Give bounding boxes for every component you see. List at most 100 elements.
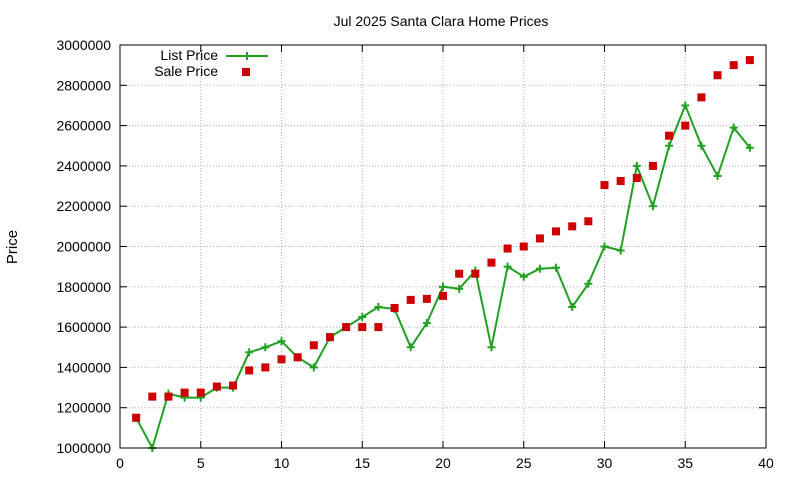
- sale-price-point: [471, 269, 480, 278]
- list-price-point: [584, 279, 593, 288]
- list-price-point: [697, 141, 706, 150]
- sale-price-point: [132, 413, 141, 422]
- sale-price-point: [729, 61, 738, 70]
- x-tick-label: 25: [516, 455, 532, 471]
- list-price-point: [374, 302, 383, 311]
- y-axis-label: Price: [4, 230, 21, 264]
- sale-price-point: [584, 217, 593, 226]
- y-tick-label: 1600000: [56, 319, 111, 335]
- sale-price-point: [293, 353, 302, 362]
- sale-price-point: [681, 121, 690, 130]
- sale-price-point: [422, 294, 431, 303]
- list-price-point: [439, 282, 447, 291]
- sale-price-point: [665, 131, 674, 140]
- list-price-point: [422, 319, 431, 328]
- y-tick-label: 2800000: [56, 77, 111, 93]
- x-tick-label: 10: [274, 455, 290, 471]
- x-tick-label: 5: [197, 455, 205, 471]
- sale-price-point: [616, 177, 625, 186]
- sale-price-point: [390, 303, 399, 312]
- x-tick-label: 40: [758, 455, 774, 471]
- sale-price-point: [439, 291, 447, 300]
- sale-price-point: [277, 355, 286, 364]
- legend-swatches: [226, 52, 268, 76]
- y-tick-label: 2200000: [56, 198, 111, 214]
- list-price-point: [406, 343, 415, 352]
- sale-price-point: [600, 181, 609, 190]
- list-price-point: [358, 313, 367, 322]
- x-tick-labels: 0 5 10 15 20 25 30 35 40: [116, 455, 774, 471]
- x-tick-label: 15: [354, 455, 370, 471]
- sale-price-point: [535, 234, 544, 243]
- sale-price-point: [342, 323, 351, 332]
- sale-price-point: [212, 382, 221, 391]
- sale-price-point: [487, 258, 496, 267]
- sale-price-point: [180, 388, 189, 397]
- sale-price-point: [503, 244, 512, 253]
- list-price-point: [552, 263, 561, 272]
- list-price-point: [729, 123, 738, 132]
- list-price-point: [632, 161, 641, 170]
- legend-label-list-price: List Price: [160, 47, 218, 63]
- list-price-point: [261, 343, 270, 352]
- series-sale-price: [132, 56, 754, 422]
- chart-title: Jul 2025 Santa Clara Home Prices: [334, 13, 549, 29]
- sale-price-point: [148, 392, 157, 401]
- list-price-point: [568, 302, 577, 311]
- y-tick-label: 1200000: [56, 400, 111, 416]
- legend-swatch-list-price-marker: [243, 52, 251, 60]
- sale-price-point: [358, 323, 367, 332]
- list-price-point: [648, 202, 657, 211]
- y-tick-label: 2400000: [56, 158, 111, 174]
- y-tick-label: 1800000: [56, 279, 111, 295]
- sale-price-point: [632, 173, 641, 182]
- list-price-point: [309, 363, 318, 372]
- list-price-point: [519, 272, 528, 281]
- sale-price-point: [325, 333, 334, 342]
- x-tick-label: 30: [597, 455, 613, 471]
- sale-price-point: [648, 161, 657, 170]
- list-price-point: [277, 337, 286, 346]
- legend-label-sale-price: Sale Price: [154, 63, 218, 79]
- list-price-point: [616, 246, 625, 255]
- sale-price-point: [196, 388, 205, 397]
- sale-price-point: [745, 56, 754, 65]
- sale-price-point: [552, 227, 561, 236]
- x-tick-label: 20: [435, 455, 451, 471]
- x-tick-label: 0: [116, 455, 124, 471]
- y-tick-label: 3000000: [56, 37, 111, 53]
- sale-price-point: [455, 269, 464, 278]
- list-price-point: [713, 171, 722, 180]
- plot-area: [132, 56, 754, 452]
- sale-price-point: [568, 222, 577, 231]
- y-tick-label: 1000000: [56, 440, 111, 456]
- list-price-point: [487, 343, 496, 352]
- list-price-point: [455, 284, 464, 293]
- y-tick-label: 1400000: [56, 359, 111, 375]
- sale-price-point: [229, 381, 238, 390]
- sale-price-point: [374, 323, 383, 332]
- x-tick-label: 35: [677, 455, 693, 471]
- legend-swatch-sale-price-marker: [242, 68, 250, 76]
- sale-price-point: [261, 363, 270, 372]
- sale-price-point: [519, 242, 528, 251]
- list-price-point: [535, 264, 544, 273]
- sale-price-point: [406, 295, 415, 304]
- sale-price-point: [309, 341, 318, 350]
- sale-price-point: [713, 71, 722, 80]
- y-tick-label: 2600000: [56, 118, 111, 134]
- sale-price-point: [245, 366, 254, 375]
- legend: List Price Sale Price: [154, 47, 268, 79]
- y-tick-label: 2000000: [56, 239, 111, 255]
- y-tick-labels: 1000000 1200000 1400000 1600000 1800000 20000…: [56, 37, 111, 456]
- list-price-point: [665, 141, 674, 150]
- list-price-point: [681, 101, 690, 110]
- plot-frame: [119, 44, 767, 449]
- sale-price-point: [164, 392, 173, 401]
- sale-price-point: [697, 93, 706, 102]
- list-price-point: [745, 143, 754, 152]
- list-price-point: [600, 242, 609, 251]
- list-price-point: [503, 262, 512, 271]
